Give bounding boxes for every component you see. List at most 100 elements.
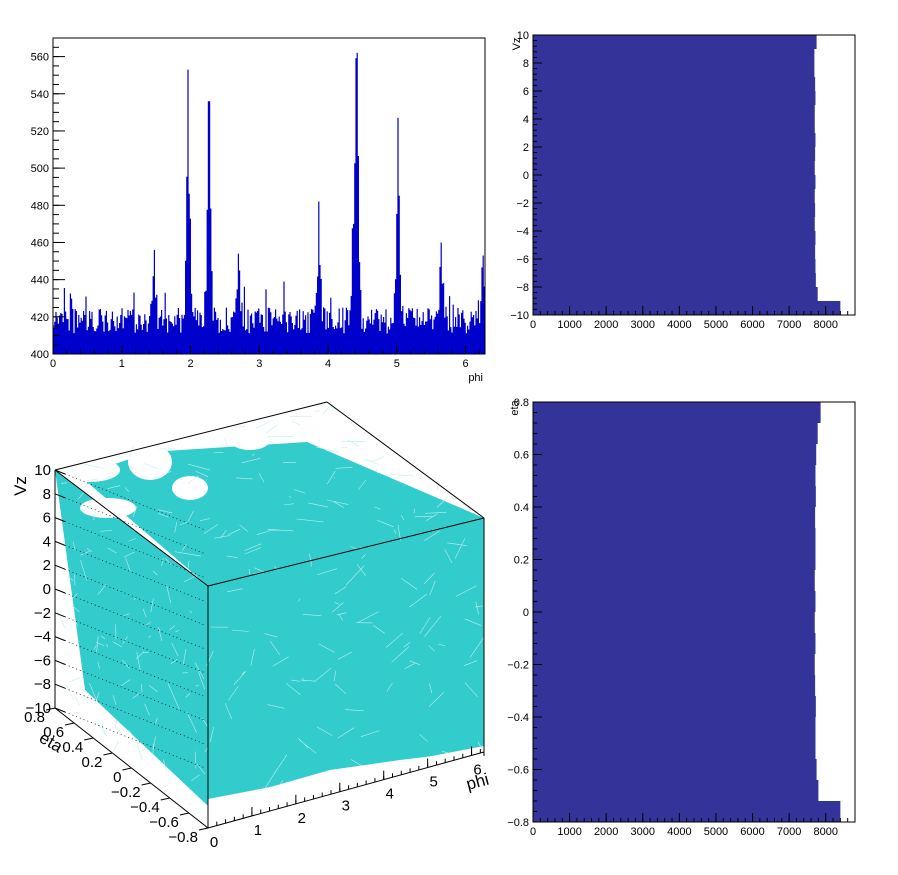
- x-tick-label: 3000: [631, 319, 655, 331]
- y-tick-label: 6: [523, 86, 529, 98]
- surface-hole: [172, 476, 208, 500]
- surface-3d-mesh: [50, 404, 485, 840]
- phi-histogram-panel: 0 1 2 3 4 5 6 400 420 440 460 480 500 520 540 560 phi: [31, 37, 486, 384]
- eta-histogram-bar: [533, 801, 841, 822]
- y-tick-label: 540: [31, 89, 49, 101]
- y-major-tick: [160, 797, 170, 801]
- z-major-tick: [54, 517, 66, 523]
- x-tick-label: 3: [342, 798, 350, 815]
- surface-3d-panel: −10−8−6−4−202468100.80.60.40.20−0.2−0.4−…: [11, 401, 491, 851]
- z-tick-label: −6: [34, 652, 51, 669]
- vz-histogram-bar: [533, 49, 815, 63]
- vz-histogram-bar: [533, 245, 816, 259]
- vz-histogram-ylabel: Vz: [511, 38, 523, 51]
- z-major-tick: [54, 683, 66, 689]
- eta-histogram-bar: [533, 780, 819, 801]
- eta-histogram-ylabel: eta: [509, 399, 521, 415]
- y-tick-label: 0: [113, 769, 121, 786]
- y-tick-label: −0.4: [130, 799, 160, 816]
- x-tick-label: 1000: [557, 319, 581, 331]
- y-tick-label: 0.6: [514, 450, 529, 462]
- phi-histogram-bars: [53, 52, 485, 355]
- surface-hole: [230, 430, 270, 450]
- eta-histogram-bar: [533, 444, 817, 465]
- x-tick-label: 2000: [594, 319, 618, 331]
- y-tick-label: 0: [523, 607, 529, 619]
- eta-histogram-bar: [533, 675, 816, 696]
- vz-histogram-bar: [533, 105, 815, 119]
- eta-histogram-bar: [533, 549, 816, 570]
- x-tick-label: 5000: [704, 319, 728, 331]
- eta-histogram-bar: [533, 528, 816, 549]
- eta-histogram-bar: [533, 465, 816, 486]
- y-tick-label: −10: [510, 310, 529, 322]
- eta-histogram-bar: [533, 696, 816, 717]
- x-tick-label: 3000: [631, 826, 655, 838]
- x-tick-label: 7000: [777, 319, 801, 331]
- surface-3d-ticks: −10−8−6−4−202468100.80.60.40.20−0.2−0.4−…: [24, 462, 485, 851]
- vz-histogram-bar: [533, 259, 816, 273]
- eta-histogram-bar: [533, 759, 817, 780]
- vz-histogram-bar: [533, 217, 815, 231]
- eta-histogram-bar: [533, 402, 821, 423]
- y-tick-label: −2: [516, 198, 529, 210]
- y-tick-label: 2: [523, 142, 529, 154]
- y-tick-label: −6: [516, 254, 529, 266]
- y-tick-label: −0.4: [507, 712, 529, 724]
- x-tick-label: 2: [187, 358, 193, 370]
- box-edge: [207, 517, 485, 587]
- vz-histogram-bar: [533, 147, 816, 161]
- y-tick-label: 8: [523, 58, 529, 70]
- y-tick-label: −0.2: [111, 784, 141, 801]
- y-tick-label: 420: [31, 312, 49, 324]
- z-tick-label: 6: [43, 510, 51, 527]
- y-tick-label: 0.4: [62, 739, 83, 756]
- y-tick-label: 0.6: [43, 724, 64, 741]
- vz-histogram-bar: [533, 175, 816, 189]
- y-major-tick: [84, 737, 94, 741]
- y-tick-label: 500: [31, 163, 49, 175]
- x-tick-label: 7000: [777, 826, 801, 838]
- y-major-tick: [45, 707, 56, 711]
- y-tick-label: −0.8: [168, 829, 198, 846]
- y-tick-label: 520: [31, 126, 49, 138]
- y-major-tick: [198, 827, 209, 831]
- y-major-tick: [179, 812, 189, 816]
- y-tick-label: −8: [516, 282, 529, 294]
- surface-bottom-edge: [208, 750, 484, 840]
- y-tick-label: 0: [523, 170, 529, 182]
- y-tick-label: −0.6: [507, 765, 529, 777]
- x-tick-label: 2: [298, 810, 306, 827]
- z-tick-label: −8: [34, 676, 51, 693]
- x-tick-label: 0: [50, 358, 56, 370]
- surface-hole: [128, 444, 172, 480]
- vz-histogram-ticks: 0 1000 2000 3000 4000 5000 6000 7000 8000 −10 −8 −6…: [510, 30, 856, 331]
- vz-histogram-bar: [533, 91, 816, 105]
- eta-histogram-bar: [533, 486, 816, 507]
- y-major-tick: [65, 722, 75, 726]
- y-tick-label: −0.6: [149, 814, 179, 831]
- z-major-tick: [54, 564, 66, 570]
- box-edge: [54, 401, 328, 471]
- z-major-tick: [54, 636, 66, 642]
- x-tick-label: 4000: [667, 826, 691, 838]
- x-tick-label: 2000: [594, 826, 618, 838]
- z-tick-label: 8: [43, 486, 51, 503]
- eta-histogram-bar: [533, 717, 816, 738]
- z-major-tick: [54, 612, 66, 618]
- y-tick-label: −4: [516, 226, 529, 238]
- y-tick-label: 460: [31, 237, 49, 249]
- vz-histogram-bar: [533, 231, 816, 245]
- z-tick-label: −10: [26, 700, 51, 717]
- z-major-tick: [54, 707, 66, 713]
- y-tick-label: 0.2: [82, 754, 103, 771]
- eta-histogram-bars: [533, 402, 841, 822]
- vz-histogram-bar: [533, 133, 816, 147]
- x-tick-label: 0: [210, 834, 218, 851]
- z-tick-label: 2: [43, 557, 51, 574]
- eta-histogram-bar: [533, 738, 816, 759]
- x-tick-label: 4: [325, 358, 331, 370]
- eta-histogram-bar: [533, 591, 816, 612]
- vz-histogram-bar: [533, 203, 816, 217]
- eta-histogram-panel: 0 1000 2000 3000 4000 5000 6000 7000 8000 −0.8 −0.…: [507, 397, 856, 838]
